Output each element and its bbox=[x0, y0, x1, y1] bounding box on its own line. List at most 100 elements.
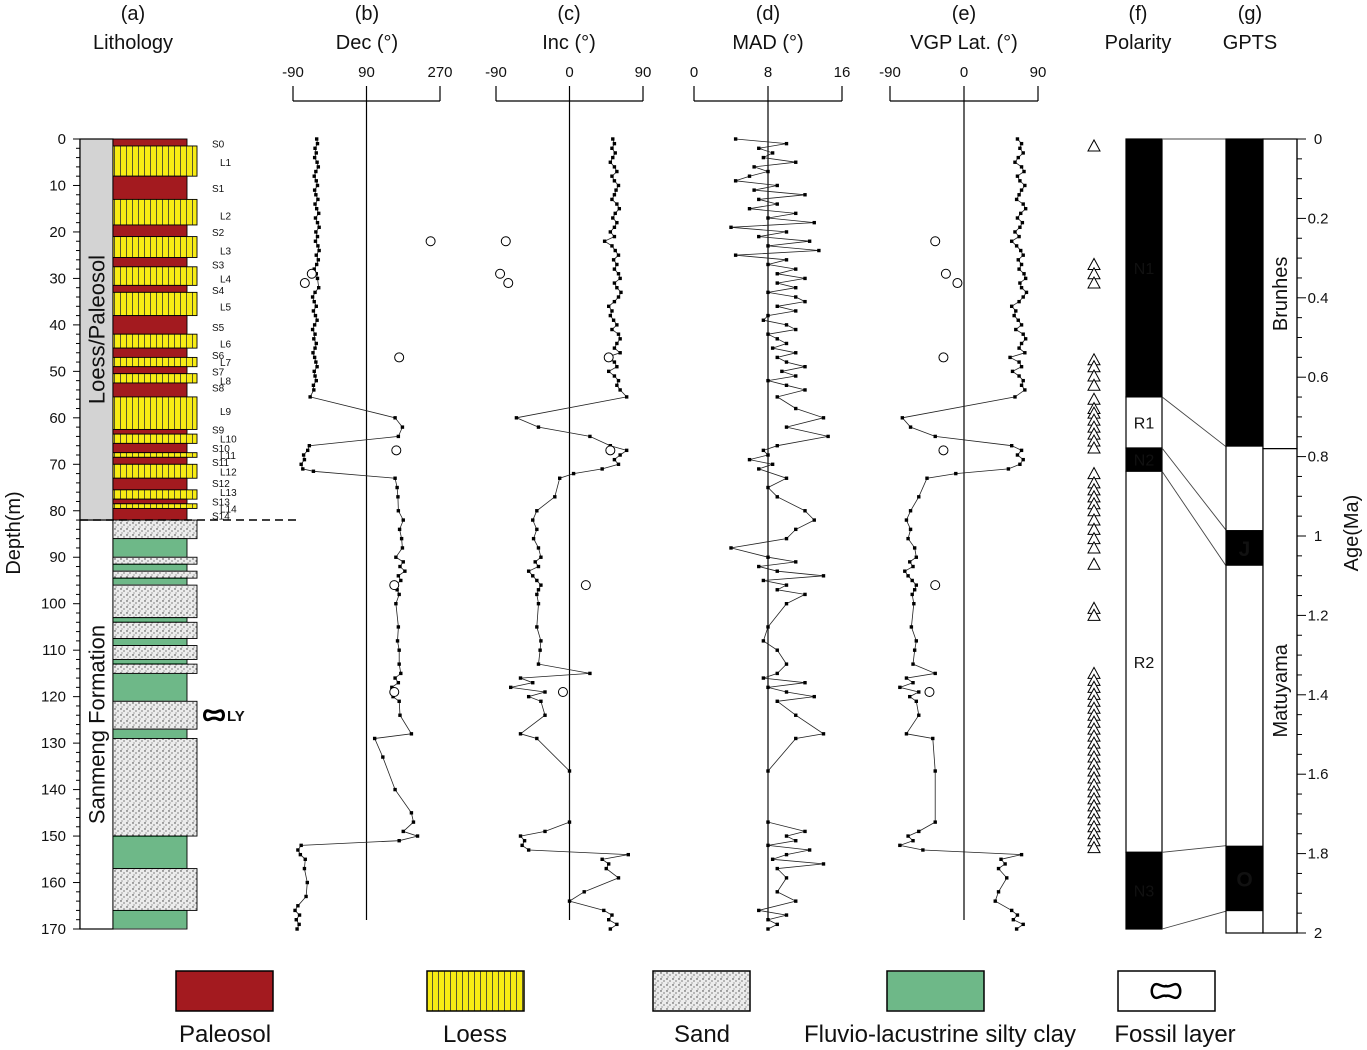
data-point bbox=[298, 852, 303, 857]
panel-b: -90 90 270 bbox=[282, 64, 453, 931]
data-point bbox=[904, 518, 909, 522]
data-point bbox=[315, 183, 320, 188]
lithology-layer-clay bbox=[112, 835, 188, 870]
data-point bbox=[1021, 253, 1025, 257]
outlier-point bbox=[306, 268, 317, 279]
depth-tick-label: 40 bbox=[49, 317, 66, 334]
data-point bbox=[610, 244, 614, 248]
data-point bbox=[784, 383, 789, 387]
lithology-layer-loess bbox=[112, 396, 198, 430]
data-point bbox=[1019, 383, 1024, 387]
data-point bbox=[526, 569, 531, 573]
panel-e-tick-label: 0 bbox=[960, 64, 968, 81]
data-point bbox=[617, 207, 622, 211]
data-point bbox=[316, 258, 321, 262]
age-tick-label: 1 bbox=[1314, 528, 1322, 545]
data-point bbox=[1009, 239, 1014, 243]
data-point bbox=[394, 602, 398, 606]
data-point bbox=[396, 625, 401, 629]
data-point bbox=[531, 574, 535, 578]
data-point bbox=[775, 922, 779, 927]
data-point bbox=[908, 694, 912, 699]
data-point bbox=[1023, 183, 1027, 188]
data-point bbox=[611, 137, 615, 141]
data-point bbox=[313, 313, 318, 318]
data-point bbox=[317, 211, 321, 216]
data-point bbox=[921, 848, 925, 852]
data-point bbox=[393, 476, 397, 480]
data-point bbox=[803, 509, 807, 513]
unit-labels: S0L1S1L2S2L3S3L4S4L5S5L6S6L7S7L8S8L9S9L1… bbox=[212, 140, 237, 523]
age-tick-label: 1.6 bbox=[1308, 766, 1329, 783]
data-point bbox=[747, 174, 752, 178]
data-point bbox=[615, 220, 619, 225]
data-point bbox=[910, 592, 914, 597]
unit-label: L10 bbox=[220, 435, 237, 446]
data-point bbox=[312, 267, 316, 271]
lithology-layer-paleosol bbox=[112, 284, 188, 293]
data-point bbox=[539, 555, 543, 559]
legend-label-loess: Loess bbox=[443, 1021, 507, 1048]
unit-label: S9 bbox=[212, 425, 225, 436]
data-point bbox=[539, 639, 543, 643]
polarity-zone-N1 bbox=[1125, 138, 1163, 398]
data-point bbox=[784, 536, 789, 541]
unit-label: L14 bbox=[220, 504, 237, 515]
polarity-zone-label: R2 bbox=[1134, 655, 1155, 672]
data-point bbox=[1023, 207, 1028, 211]
panel-f-letter: (f) bbox=[1129, 3, 1148, 25]
data-point bbox=[1019, 365, 1024, 369]
depth-tick-label: 150 bbox=[41, 828, 66, 845]
lithology-layer-paleosol bbox=[112, 507, 188, 521]
data-point bbox=[310, 327, 315, 332]
data-point bbox=[303, 857, 307, 861]
legend-label-paleosol: Paleosol bbox=[179, 1021, 271, 1048]
age-tick-label: 0.6 bbox=[1308, 369, 1329, 386]
data-point bbox=[784, 360, 789, 364]
age-tick-label: 1.2 bbox=[1308, 607, 1329, 624]
polarity-sample-triangle bbox=[1087, 378, 1101, 391]
legend: Paleosol Loess Sand Fluvio-lacustrine si… bbox=[175, 970, 1236, 1048]
data-point bbox=[608, 160, 613, 164]
data-point bbox=[906, 536, 910, 541]
data-point bbox=[535, 625, 539, 629]
data-point bbox=[399, 578, 403, 583]
data-point bbox=[803, 829, 807, 834]
data-point bbox=[1021, 151, 1025, 155]
lithology-layer-paleosol bbox=[112, 257, 188, 268]
data-point bbox=[310, 295, 315, 299]
legend-label-sand: Sand bbox=[674, 1021, 730, 1048]
data-point bbox=[1023, 276, 1028, 281]
data-point bbox=[1014, 309, 1018, 313]
panel-c-tick-label: 0 bbox=[565, 64, 573, 81]
data-point bbox=[526, 694, 531, 699]
data-point bbox=[531, 536, 536, 541]
data-point bbox=[1021, 332, 1025, 336]
data-point bbox=[535, 736, 539, 741]
outlier-point bbox=[605, 445, 616, 456]
data-point bbox=[1014, 927, 1019, 931]
chron-label: Matuyama bbox=[1270, 643, 1292, 737]
lithology-layer-loess bbox=[112, 291, 198, 317]
data-point bbox=[1021, 202, 1025, 206]
chron-label: Brunhes bbox=[1270, 257, 1292, 332]
lithology-layer-clay bbox=[112, 563, 188, 572]
data-point bbox=[766, 769, 770, 773]
age-tick-label: 1.4 bbox=[1308, 687, 1329, 704]
lithology-layer-paleosol bbox=[112, 477, 188, 491]
data-point bbox=[602, 239, 607, 243]
data-point bbox=[914, 555, 919, 559]
data-point bbox=[312, 337, 316, 341]
panel-c-tick-label: -90 bbox=[485, 64, 507, 81]
correlation-tie-line bbox=[1161, 910, 1227, 930]
outlier-point bbox=[930, 236, 941, 247]
polarity-sample-triangle bbox=[1087, 138, 1101, 152]
gpts-normal-block bbox=[1226, 139, 1263, 447]
data-point bbox=[611, 155, 615, 160]
data-point bbox=[784, 662, 789, 666]
data-point bbox=[775, 495, 779, 499]
data-point bbox=[612, 360, 617, 364]
data-point bbox=[372, 736, 377, 741]
outlier-point bbox=[425, 236, 436, 247]
data-point bbox=[794, 211, 798, 216]
